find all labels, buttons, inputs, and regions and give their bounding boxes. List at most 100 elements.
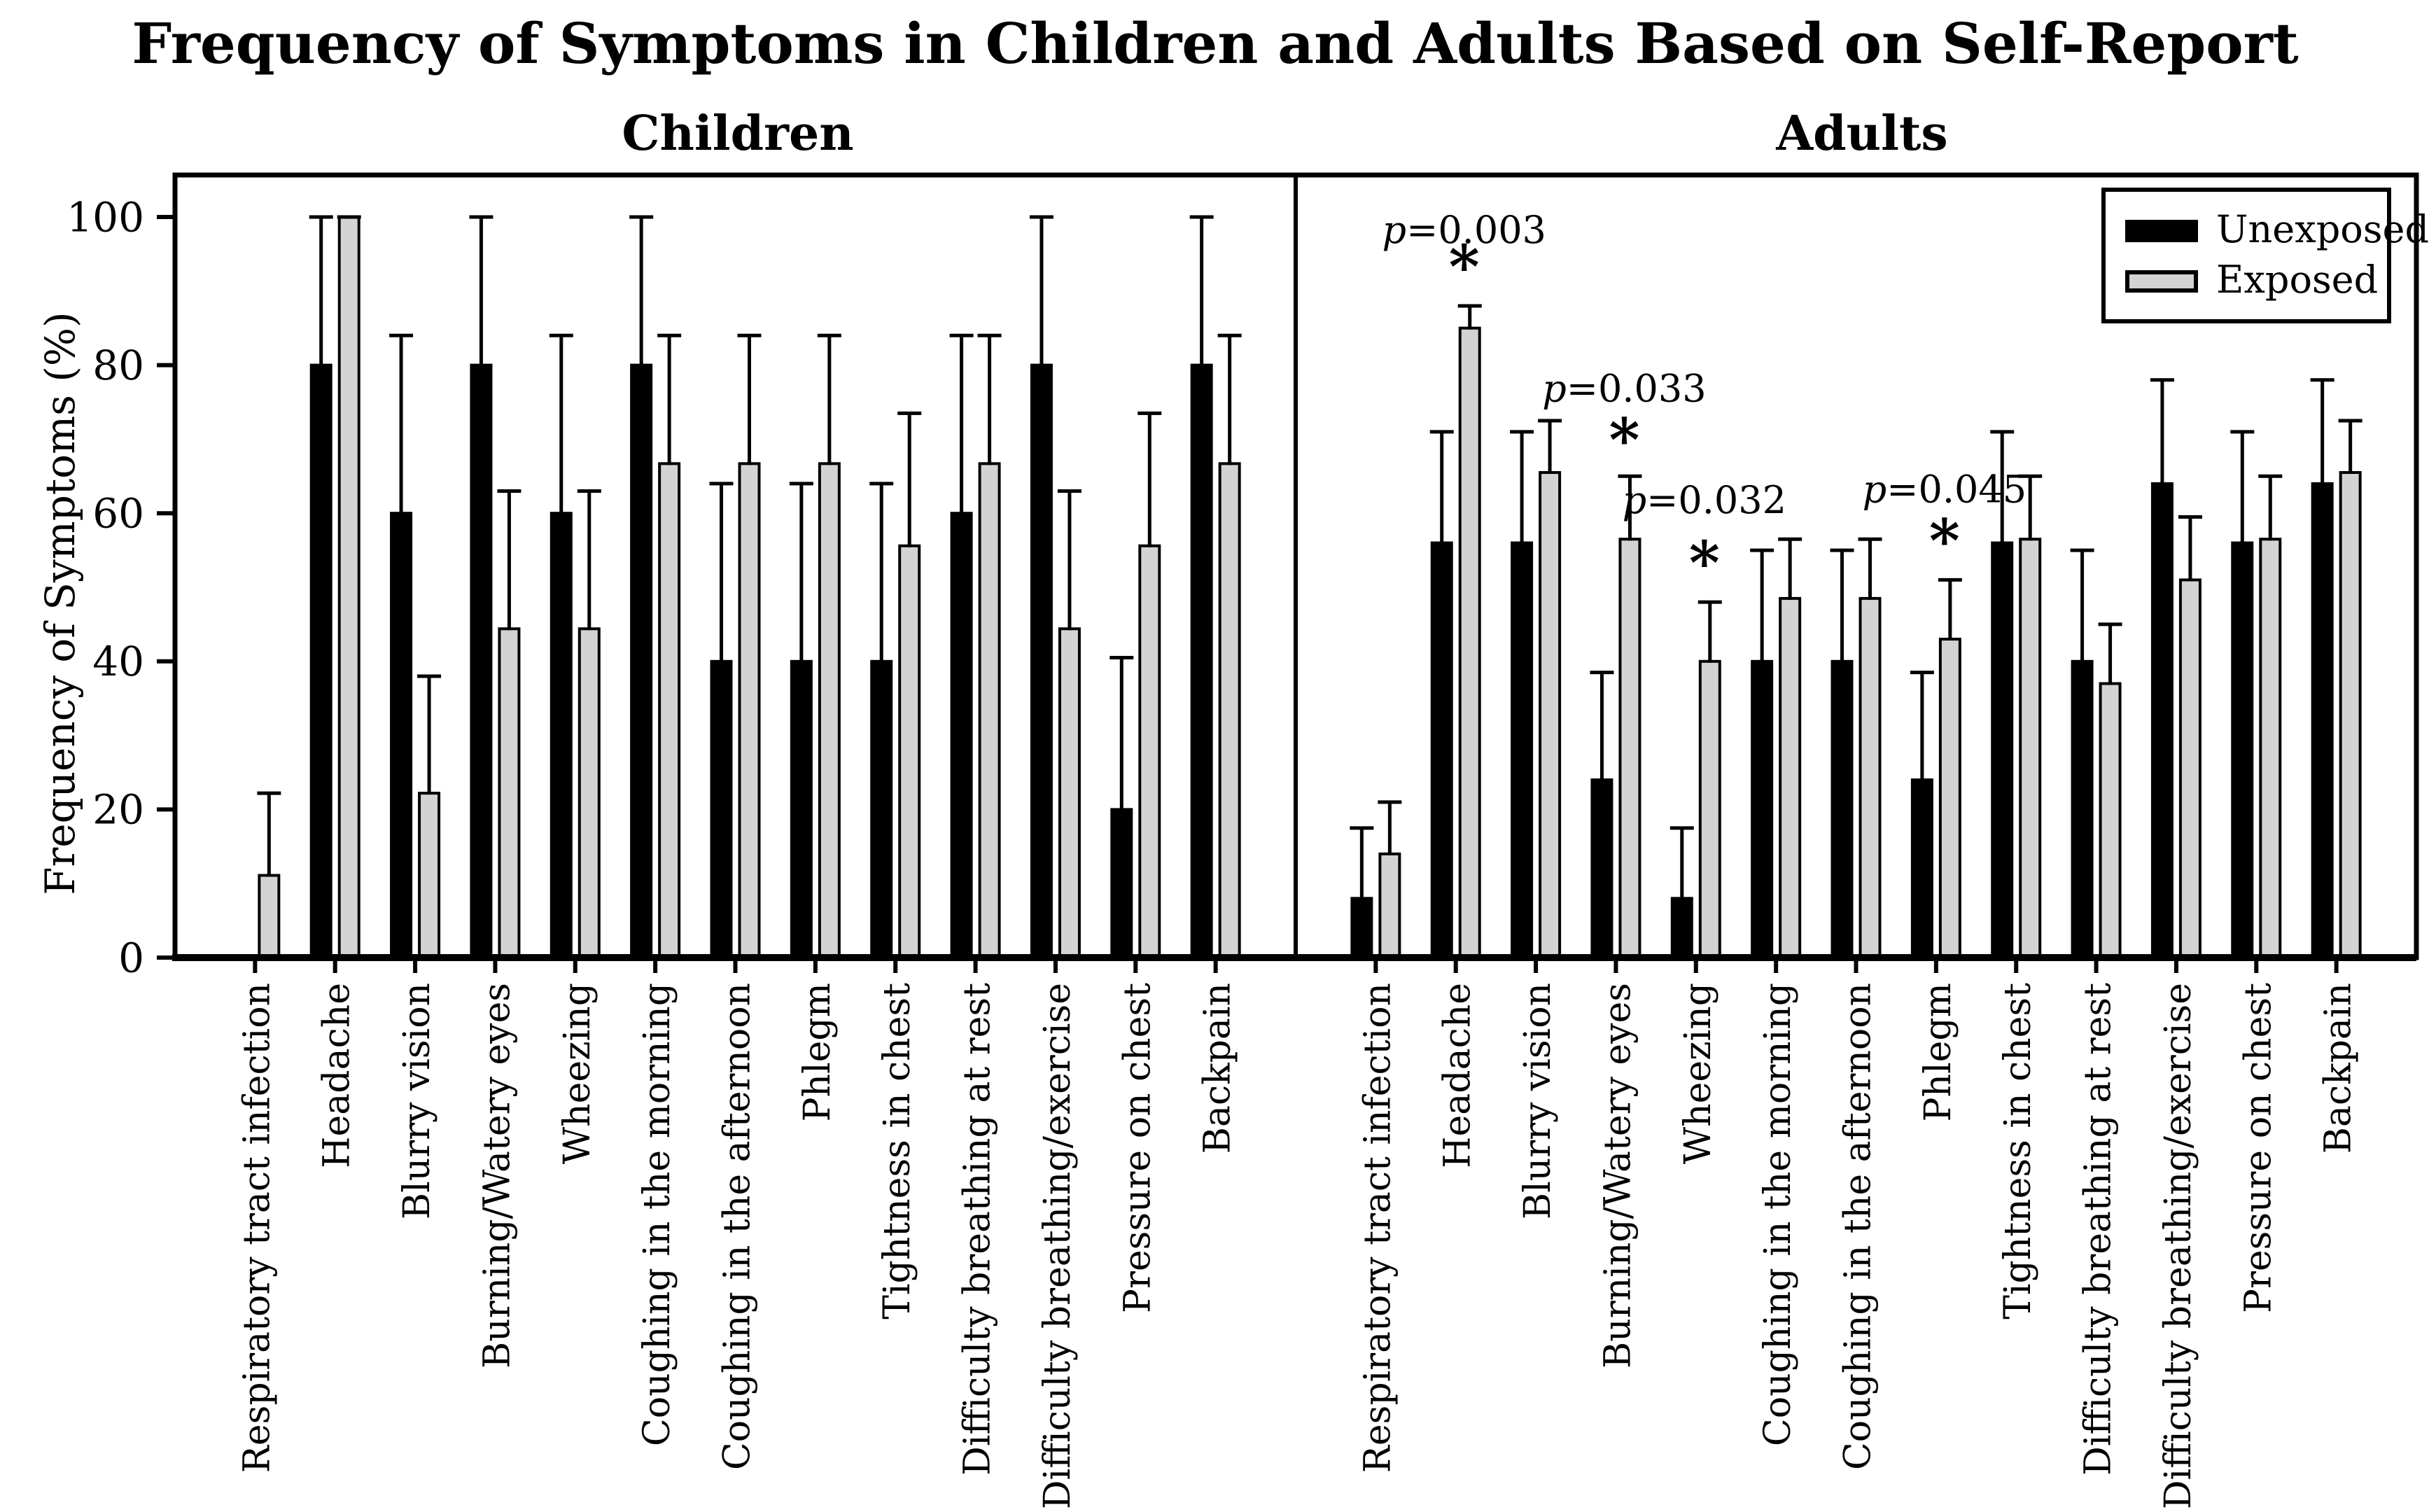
x-tick-label: Difficulty breathing at rest bbox=[957, 983, 999, 1476]
bar-exposed bbox=[1539, 471, 1562, 959]
x-tick-label: Difficulty breathing/exercise bbox=[1037, 983, 1079, 1509]
y-tick-label: 40 bbox=[92, 638, 144, 685]
bar-unexposed bbox=[1830, 659, 1854, 959]
bar-unexposed bbox=[1751, 659, 1774, 959]
bar-exposed bbox=[1618, 538, 1642, 959]
bar-unexposed bbox=[1350, 897, 1373, 959]
bar-exposed bbox=[818, 462, 841, 959]
p-value-label: p=0.032 bbox=[1623, 478, 1786, 522]
bar-exposed bbox=[1138, 544, 1161, 959]
bar-exposed bbox=[2259, 538, 2282, 959]
legend-label-exposed: Exposed bbox=[2216, 259, 2379, 302]
p-value-label: p=0.003 bbox=[1382, 208, 1546, 252]
x-tick-label: Headache bbox=[316, 983, 358, 1168]
bar-unexposed bbox=[390, 512, 413, 959]
bar-unexposed bbox=[1110, 808, 1133, 960]
bar-exposed bbox=[2099, 682, 2122, 959]
bar-unexposed bbox=[550, 512, 573, 959]
x-tick-label: Tightness in chest bbox=[1997, 983, 2039, 1320]
bar-unexposed bbox=[1030, 363, 1053, 959]
bar-unexposed bbox=[1670, 897, 1693, 959]
bar-unexposed bbox=[2231, 541, 2254, 959]
x-tick-label: Pressure on chest bbox=[2237, 983, 2279, 1313]
bar-exposed bbox=[1779, 596, 1802, 959]
bar-exposed bbox=[2339, 471, 2362, 959]
bar-unexposed bbox=[950, 512, 973, 959]
x-tick-label: Blurry vision bbox=[1517, 983, 1559, 1219]
x-tick-label: Coughing in the morning bbox=[636, 983, 678, 1446]
bar-unexposed bbox=[2071, 659, 2094, 959]
legend-item-exposed: Exposed bbox=[2125, 262, 2378, 300]
p-value-label: p=0.033 bbox=[1542, 366, 1706, 410]
bar-exposed bbox=[738, 462, 761, 959]
bar-exposed bbox=[1378, 852, 1401, 959]
bar-unexposed bbox=[1511, 541, 1534, 959]
y-tick-label: 60 bbox=[92, 490, 144, 538]
bar-exposed bbox=[978, 462, 1001, 959]
bar-exposed bbox=[898, 544, 921, 959]
x-tick-label: Difficulty breathing/exercise bbox=[2157, 983, 2199, 1509]
legend-swatch-unexposed bbox=[2125, 219, 2198, 241]
bar-exposed bbox=[1058, 627, 1081, 959]
bar-exposed bbox=[1698, 659, 1721, 959]
y-tick-label: 100 bbox=[66, 193, 144, 241]
panel-header-children: Children bbox=[622, 106, 854, 162]
y-tick-label: 80 bbox=[92, 342, 144, 389]
bar-exposed bbox=[498, 627, 521, 959]
bar-exposed bbox=[578, 627, 601, 959]
bar-exposed bbox=[1458, 326, 1481, 959]
x-tick-label: Pressure on chest bbox=[1116, 983, 1158, 1313]
x-tick-label: Coughing in the afternoon bbox=[717, 983, 759, 1470]
bar-unexposed bbox=[470, 363, 493, 959]
x-tick-label: Phlegm bbox=[1917, 983, 1959, 1121]
panel-header-adults: Adults bbox=[1776, 106, 1948, 162]
significance-asterisk: * bbox=[1929, 506, 1960, 575]
bar-exposed bbox=[1938, 638, 1961, 959]
p-value-label: p=0.045 bbox=[1863, 467, 2026, 511]
bar-unexposed bbox=[1590, 778, 1614, 959]
x-tick-label: Backpain bbox=[2318, 983, 2360, 1154]
bar-exposed bbox=[2178, 578, 2202, 959]
bar-unexposed bbox=[790, 659, 813, 959]
bar-unexposed bbox=[710, 659, 733, 959]
x-tick-label: Wheezing bbox=[1677, 983, 1719, 1164]
bar-unexposed bbox=[309, 363, 332, 959]
x-tick-label: Backpain bbox=[1197, 983, 1239, 1154]
legend-swatch-exposed bbox=[2125, 270, 2198, 292]
bar-unexposed bbox=[1430, 541, 1453, 959]
bar-exposed bbox=[1218, 462, 1241, 959]
legend: Unexposed Exposed bbox=[2101, 188, 2429, 323]
significance-asterisk: * bbox=[1689, 528, 1720, 598]
x-tick-label: Wheezing bbox=[556, 983, 598, 1164]
bar-unexposed bbox=[2150, 482, 2174, 959]
x-tick-label: Blurry vision bbox=[396, 983, 438, 1219]
bar-exposed bbox=[658, 462, 681, 959]
x-tick-label: Coughing in the morning bbox=[1757, 983, 1799, 1446]
bar-exposed bbox=[1858, 596, 1882, 959]
legend-label-unexposed: Unexposed bbox=[2216, 209, 2430, 252]
bar-unexposed bbox=[1991, 541, 2014, 959]
x-tick-label: Difficulty breathing at rest bbox=[2078, 983, 2120, 1476]
bar-unexposed bbox=[870, 659, 893, 959]
bar-exposed bbox=[418, 792, 441, 960]
bar-exposed bbox=[2019, 538, 2042, 959]
legend-item-unexposed: Unexposed bbox=[2125, 211, 2429, 249]
bar-exposed bbox=[337, 216, 360, 959]
x-tick-label: Burning/Watery eyes bbox=[476, 983, 518, 1368]
bar-unexposed bbox=[2311, 482, 2334, 959]
chart-title: Frequency of Symptoms in Children and Ad… bbox=[132, 11, 2299, 77]
x-tick-label: Headache bbox=[1437, 983, 1479, 1168]
significance-asterisk: * bbox=[1449, 232, 1480, 302]
x-tick-label: Respiratory tract infection bbox=[236, 983, 278, 1473]
x-tick-label: Tightness in chest bbox=[876, 983, 918, 1320]
bar-unexposed bbox=[1910, 778, 1933, 959]
bar-exposed bbox=[258, 874, 281, 960]
x-tick-label: Respiratory tract infection bbox=[1357, 983, 1399, 1473]
y-tick-label: 0 bbox=[118, 934, 144, 981]
x-tick-label: Coughing in the afternoon bbox=[1837, 983, 1879, 1470]
x-tick-label: Phlegm bbox=[797, 983, 839, 1121]
y-tick-label: 20 bbox=[92, 786, 144, 834]
significance-asterisk: * bbox=[1609, 405, 1639, 475]
